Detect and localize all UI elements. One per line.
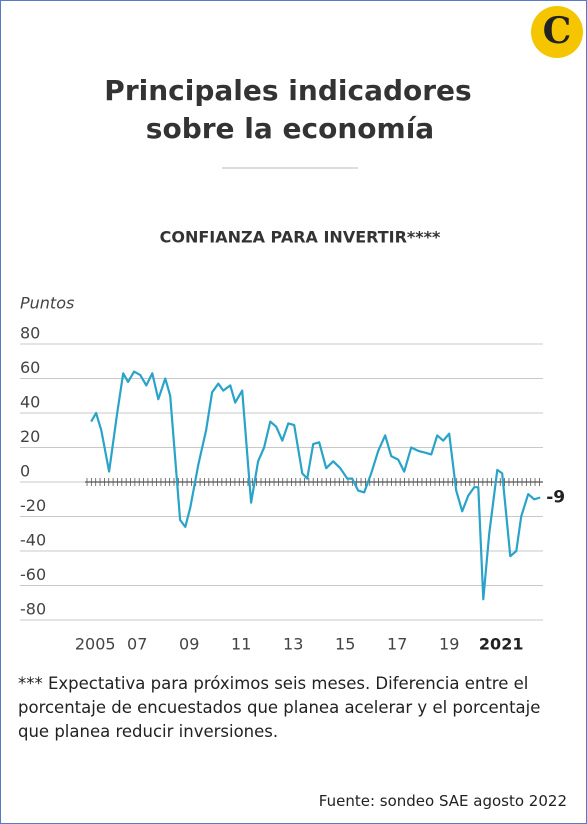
logo: C: [543, 10, 572, 52]
y-tick-label: 20: [20, 427, 40, 446]
y-tick-label: -40: [20, 531, 46, 550]
y-tick-label: 0: [20, 462, 30, 481]
x-tick-label: 11: [231, 635, 251, 654]
y-tick-label: 40: [20, 393, 40, 412]
logo-badge: [531, 6, 583, 58]
y-axis-label: Puntos: [20, 294, 74, 313]
x-tick-label: 17: [387, 635, 407, 654]
x-tick-label: 19: [439, 635, 459, 654]
series-line: [90, 370, 541, 601]
chart-title: CONFIANZA PARA INVERTIR****: [160, 228, 441, 247]
x-tick-label: 15: [335, 635, 355, 654]
y-tick-label: -20: [20, 496, 46, 515]
x-tick-label: 13: [283, 635, 303, 654]
y-tick-label: -60: [20, 565, 46, 584]
x-tick-label: 09: [179, 635, 199, 654]
x-tick-label: 2005: [75, 635, 116, 654]
source: Fuente: sondeo SAE agosto 2022: [318, 792, 567, 810]
title-line: Principales indicadores: [104, 74, 471, 107]
x-tick-label: 07: [127, 635, 147, 654]
x-tick-label: 2021: [479, 635, 524, 654]
title-line: sobre la economía: [146, 112, 434, 145]
end-value-label: -9: [546, 488, 565, 508]
y-tick-label: -80: [20, 600, 46, 619]
chart: C Principales indicadores sobre la econo…: [20, 6, 583, 654]
footnote: *** Expectativa para próximos seis meses…: [18, 674, 541, 741]
y-tick-label: 80: [20, 324, 40, 343]
y-tick-label: 60: [20, 358, 40, 377]
